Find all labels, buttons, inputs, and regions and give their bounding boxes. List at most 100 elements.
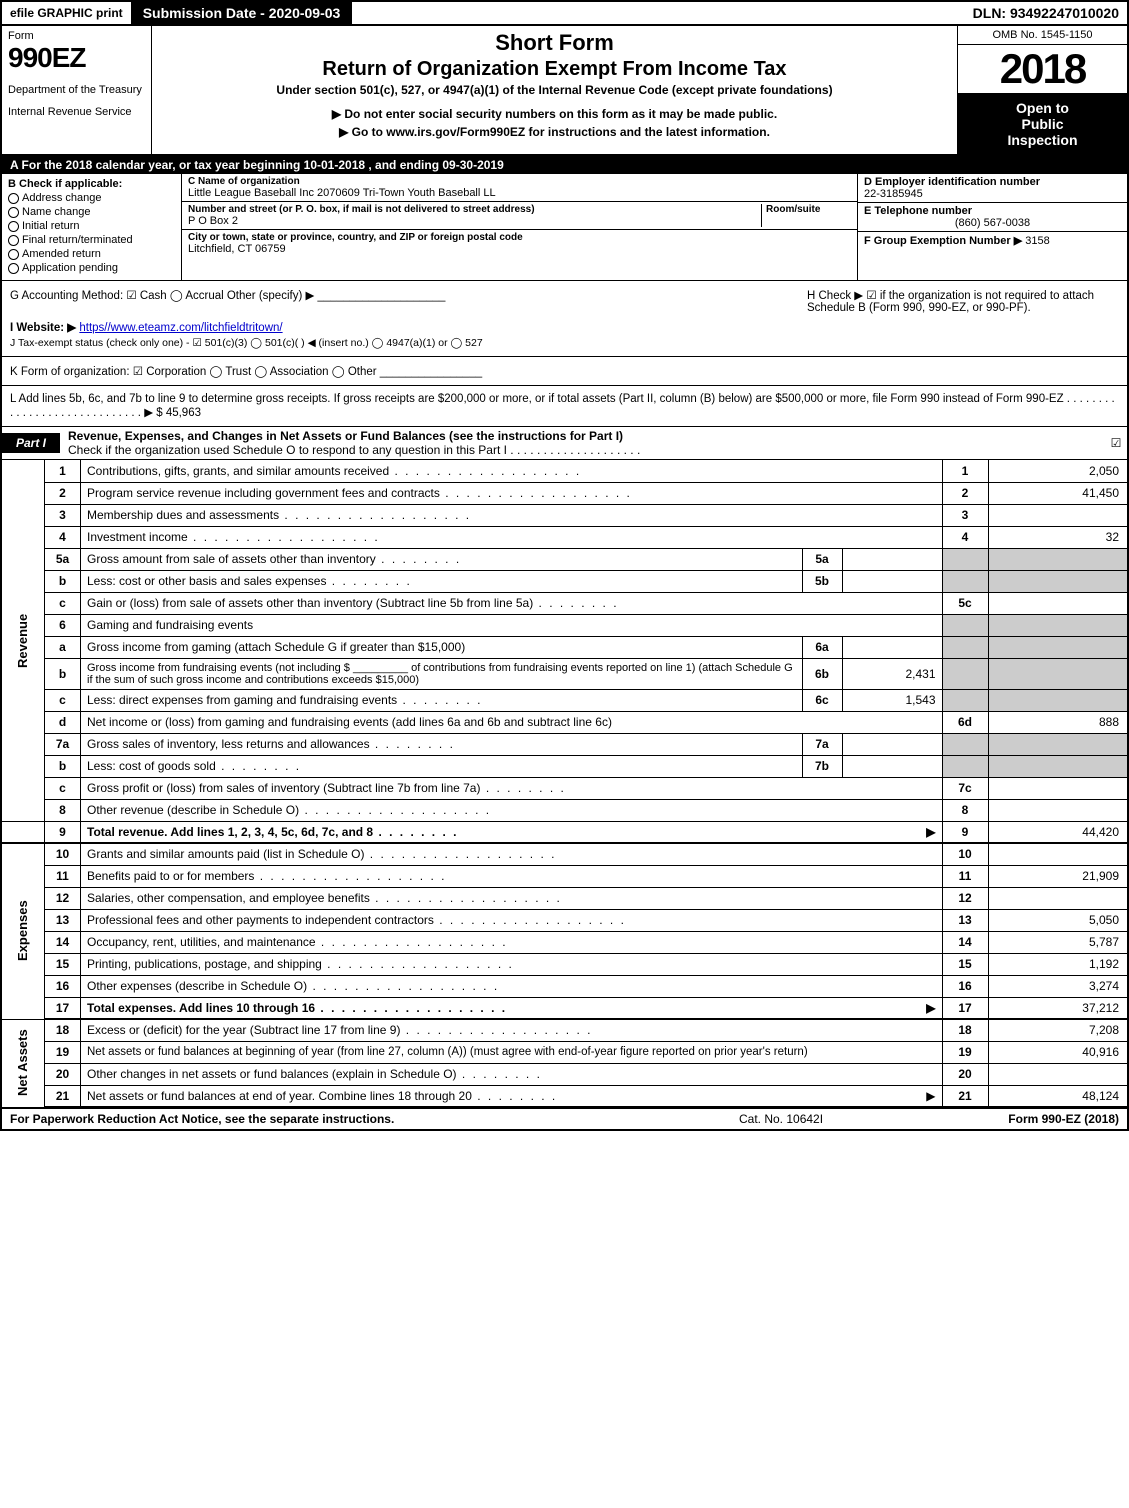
table-row: Revenue 1 Contributions, gifts, grants, … — [1, 460, 1128, 482]
line-num: a — [45, 636, 81, 658]
org-name: Little League Baseball Inc 2070609 Tri-T… — [188, 187, 851, 199]
line-box: 21 — [942, 1085, 988, 1107]
line-amount — [988, 777, 1128, 799]
table-row: 6 Gaming and fundraising events — [1, 614, 1128, 636]
chk-label: Initial return — [22, 220, 79, 232]
line-box: 8 — [942, 799, 988, 821]
table-row: 14 Occupancy, rent, utilities, and maint… — [1, 931, 1128, 953]
line-desc: Gross income from fundraising events (no… — [81, 658, 803, 689]
line-num: d — [45, 711, 81, 733]
line-num: 12 — [45, 887, 81, 909]
line-num: 3 — [45, 504, 81, 526]
shaded — [988, 658, 1128, 689]
line-box: 5c — [942, 592, 988, 614]
line-num: b — [45, 755, 81, 777]
efile-label: efile GRAPHIC print — [2, 4, 131, 22]
shaded — [988, 755, 1128, 777]
table-row: 5a Gross amount from sale of assets othe… — [1, 548, 1128, 570]
line-num: b — [45, 570, 81, 592]
chk-application-pending[interactable]: Application pending — [8, 262, 175, 274]
form-header: Form 990EZ Department of the Treasury In… — [0, 26, 1129, 156]
line-num: 7a — [45, 733, 81, 755]
line-box: 20 — [942, 1063, 988, 1085]
line-box: 14 — [942, 931, 988, 953]
chk-label: Amended return — [22, 248, 101, 260]
info-block: B Check if applicable: Address change Na… — [0, 174, 1129, 281]
line-desc: Other revenue (describe in Schedule O) — [81, 799, 943, 821]
inspection-line1: Open to — [1016, 100, 1069, 116]
table-row: Expenses 10 Grants and similar amounts p… — [1, 843, 1128, 865]
line-box: 16 — [942, 975, 988, 997]
table-row: 15 Printing, publications, postage, and … — [1, 953, 1128, 975]
website-link[interactable]: https//www.eteamz.com/litchfieldtritown/ — [79, 322, 282, 334]
line-amount: 888 — [988, 711, 1128, 733]
line-desc: Less: direct expenses from gaming and fu… — [81, 689, 803, 711]
chk-initial-return[interactable]: Initial return — [8, 220, 175, 232]
shaded — [942, 755, 988, 777]
shaded — [942, 570, 988, 592]
chk-label: Final return/terminated — [22, 234, 133, 246]
line-desc: Other expenses (describe in Schedule O) — [81, 975, 943, 997]
line-num: 20 — [45, 1063, 81, 1085]
chk-name-change[interactable]: Name change — [8, 206, 175, 218]
mid-amount — [842, 755, 942, 777]
expenses-sidebar: Expenses — [1, 843, 45, 1019]
line-num: 9 — [45, 821, 81, 843]
phone-value: (860) 567-0038 — [864, 217, 1121, 229]
line-amount: 2,050 — [988, 460, 1128, 482]
line-box: 10 — [942, 843, 988, 865]
dept-treasury: Department of the Treasury — [8, 84, 145, 96]
part1-header: Part I Revenue, Expenses, and Changes in… — [0, 427, 1129, 460]
table-row: 13 Professional fees and other payments … — [1, 909, 1128, 931]
mid-amount: 1,543 — [842, 689, 942, 711]
line-desc: Less: cost or other basis and sales expe… — [81, 570, 803, 592]
table-row: c Gain or (loss) from sale of assets oth… — [1, 592, 1128, 614]
section-c: C Name of organization Little League Bas… — [182, 174, 857, 280]
group-exemption-label: F Group Exemption Number ▶ — [864, 235, 1022, 247]
shaded — [942, 614, 988, 636]
inspection-notice: Open to Public Inspection — [958, 94, 1127, 154]
dln: DLN: 93492247010020 — [965, 3, 1127, 23]
shaded — [988, 614, 1128, 636]
mid-amount — [842, 570, 942, 592]
line-amount: 48,124 — [988, 1085, 1128, 1107]
mid-amount — [842, 733, 942, 755]
line-desc: Contributions, gifts, grants, and simila… — [81, 460, 943, 482]
instructions-link[interactable]: ▶ Go to www.irs.gov/Form990EZ for instru… — [160, 125, 949, 139]
city-row: City or town, state or province, country… — [182, 230, 857, 257]
part1-tab: Part I — [2, 433, 60, 453]
dept-irs: Internal Revenue Service — [8, 106, 145, 118]
phone-row: E Telephone number (860) 567-0038 — [858, 203, 1127, 232]
short-form-title: Short Form — [160, 30, 949, 56]
line-num: c — [45, 777, 81, 799]
line-num: 10 — [45, 843, 81, 865]
chk-address-change[interactable]: Address change — [8, 192, 175, 204]
line-box: 12 — [942, 887, 988, 909]
line-desc: Gaming and fundraising events — [81, 614, 943, 636]
org-name-label: C Name of organization — [188, 176, 851, 187]
website-label: I Website: ▶ — [10, 322, 76, 334]
meta-section: G Accounting Method: ☑ Cash ◯ Accrual Ot… — [0, 281, 1129, 357]
top-bar: efile GRAPHIC print Submission Date - 20… — [0, 0, 1129, 26]
line-box: 11 — [942, 865, 988, 887]
meta-l: L Add lines 5b, 6c, and 7b to line 9 to … — [0, 386, 1129, 427]
line-desc: Program service revenue including govern… — [81, 482, 943, 504]
line-num: 15 — [45, 953, 81, 975]
chk-final-return[interactable]: Final return/terminated — [8, 234, 175, 246]
line-num: 14 — [45, 931, 81, 953]
mid-amount: 2,431 — [842, 658, 942, 689]
form-ref: Form 990-EZ (2018) — [939, 1112, 1119, 1126]
chk-amended-return[interactable]: Amended return — [8, 248, 175, 260]
line-box: 4 — [942, 526, 988, 548]
line-desc: Total expenses. Add lines 10 through 16 … — [81, 997, 943, 1019]
shaded — [988, 636, 1128, 658]
part1-checkbox[interactable]: ☑ — [1105, 436, 1127, 450]
inspection-line2: Public — [1021, 116, 1063, 132]
mid-box: 6c — [802, 689, 842, 711]
line-amount — [988, 887, 1128, 909]
line-j: J Tax-exempt status (check only one) - ☑… — [10, 337, 1119, 349]
line-num: 8 — [45, 799, 81, 821]
line-amount: 5,787 — [988, 931, 1128, 953]
tax-year: 2018 — [958, 45, 1127, 94]
line-desc: Gross amount from sale of assets other t… — [81, 548, 803, 570]
